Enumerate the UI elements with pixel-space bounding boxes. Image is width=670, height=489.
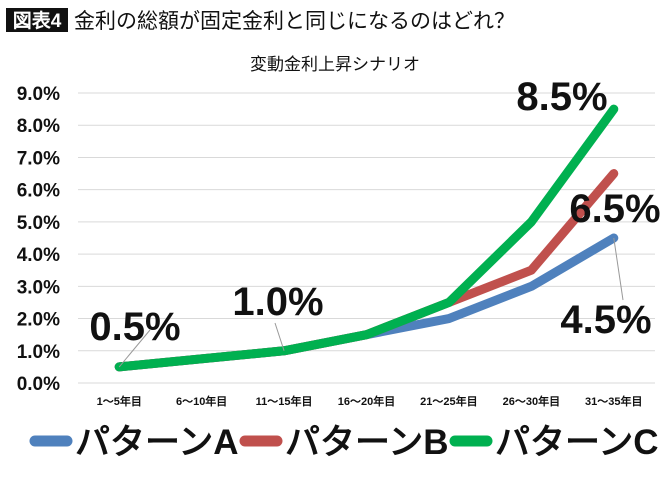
- figure-title: 金利の総額が固定金利と同じになるのはどれ？: [74, 10, 515, 33]
- legend-label: パターンB: [285, 423, 449, 462]
- x-tick-label: 16～20年目: [338, 394, 395, 408]
- leader-line: [613, 237, 624, 301]
- data-label: 1.0%: [232, 280, 323, 324]
- series-line-パターンC: [114, 104, 619, 372]
- x-tick-label: 1～5年目: [97, 394, 142, 408]
- data-label: 8.5%: [516, 75, 607, 119]
- x-tick-label: 31～35年目: [585, 394, 642, 408]
- x-tick-label: 21～25年目: [420, 394, 477, 408]
- y-tick-label: 7.0%: [17, 148, 60, 169]
- x-tick-label: 11～15年目: [256, 394, 313, 408]
- y-tick-label: 3.0%: [17, 277, 60, 298]
- y-tick-label: 2.0%: [17, 310, 60, 331]
- figure-badge-bg: [6, 8, 68, 32]
- chart-title: 変動金利上昇シナリオ: [250, 55, 420, 74]
- x-tick-label: 6～10年目: [176, 394, 227, 408]
- legend-label: パターンC: [495, 423, 659, 462]
- figure-badge: 図表4: [13, 9, 62, 32]
- data-label: 4.5%: [560, 298, 651, 342]
- y-tick-label: 0.0%: [17, 374, 60, 395]
- y-tick-label: 5.0%: [17, 213, 60, 234]
- leader-line: [274, 322, 285, 351]
- y-tick-label: 8.0%: [17, 116, 60, 137]
- data-label: 0.5%: [89, 305, 180, 349]
- leader-line: [118, 329, 151, 368]
- y-tick-label: 1.0%: [17, 342, 60, 363]
- data-label: 6.5%: [569, 187, 660, 231]
- y-tick-label: 6.0%: [17, 181, 60, 202]
- y-tick-label: 4.0%: [17, 245, 60, 266]
- y-tick-label: 9.0%: [17, 84, 60, 105]
- legend-label: パターンA: [75, 423, 239, 462]
- x-tick-label: 26～30年目: [503, 394, 560, 408]
